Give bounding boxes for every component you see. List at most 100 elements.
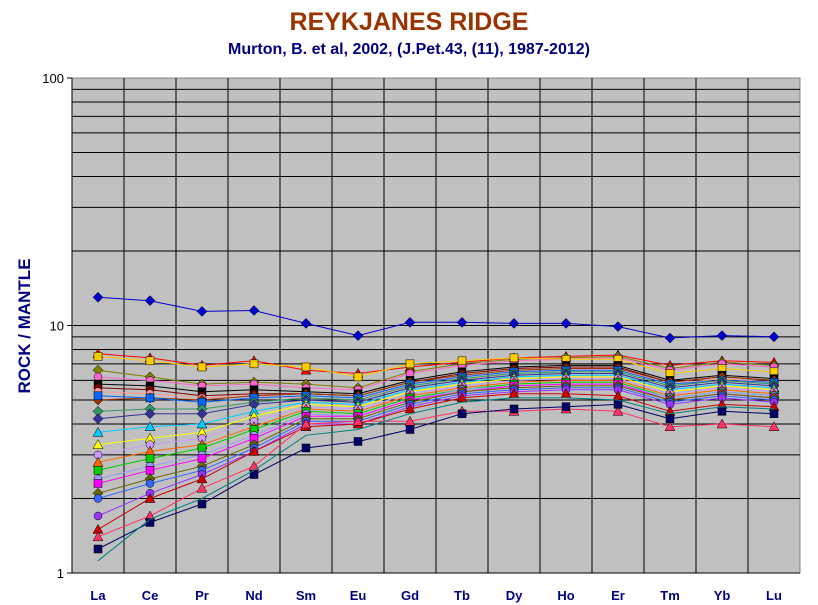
data-point: [93, 544, 103, 554]
data-point: [301, 443, 311, 453]
data-point: [457, 409, 467, 418]
series-line: [97, 373, 775, 420]
data-point: [93, 372, 103, 382]
series-line: [97, 376, 775, 446]
data-point: [353, 372, 363, 382]
y-tick-label: 100: [42, 71, 64, 86]
series-line: [97, 383, 775, 480]
x-tick-label: La: [90, 588, 106, 603]
data-point: [144, 295, 156, 307]
data-point: [145, 356, 155, 366]
data-point: [93, 494, 103, 503]
x-tick-label: Pr: [195, 588, 209, 603]
series-line: [97, 387, 775, 499]
x-tick-label: Er: [611, 588, 625, 603]
series-line: [97, 355, 775, 378]
data-point: [92, 291, 104, 303]
data-point: [665, 414, 675, 423]
data-point: [352, 415, 364, 426]
data-point: [300, 318, 312, 329]
x-tick-label: Eu: [350, 588, 367, 603]
x-tick-label: Tm: [660, 588, 680, 603]
series-line: [97, 374, 775, 433]
data-point: [352, 330, 364, 341]
series-line: [97, 378, 775, 456]
data-point: [93, 466, 103, 475]
data-point: [197, 499, 207, 509]
x-tick-label: Lu: [766, 588, 782, 603]
data-point: [248, 445, 260, 456]
series-line: [97, 408, 775, 538]
x-tick-label: Gd: [401, 588, 419, 603]
y-tick-label: 1: [57, 566, 64, 581]
data-point: [716, 418, 728, 429]
data-point: [144, 492, 156, 503]
data-point: [613, 400, 623, 409]
data-point: [92, 426, 104, 437]
series-26: [97, 397, 775, 562]
series-line: [97, 379, 775, 463]
data-point: [93, 479, 103, 488]
x-tick-label: Ce: [142, 588, 159, 603]
data-point: [145, 479, 155, 488]
series-1: [92, 291, 780, 344]
series-line: [97, 369, 775, 403]
data-point: [93, 391, 103, 401]
x-tick-label: Ho: [557, 588, 574, 603]
data-point: [612, 321, 624, 332]
data-point: [93, 352, 103, 361]
series-line: [97, 389, 775, 517]
chart-title: REYKJANES RIDGE: [289, 8, 529, 36]
data-point: [717, 407, 727, 416]
data-point: [405, 359, 415, 369]
data-point: [404, 316, 416, 328]
series-line: [97, 368, 775, 401]
series-line: [97, 385, 775, 494]
data-point: [144, 421, 156, 431]
series-layer: [92, 291, 780, 562]
data-point: [144, 408, 156, 420]
data-point: [92, 439, 104, 449]
series-line: [97, 403, 775, 550]
data-point: [145, 454, 155, 463]
data-point: [404, 403, 416, 414]
data-point: [769, 409, 779, 418]
axis-layer: 1 10 100 La Ce Pr Nd Sm Eu Gd Tb Dy Ho Er Tm Yb Lu: [42, 71, 800, 603]
series-5: [93, 352, 779, 382]
series-line: [97, 364, 775, 395]
data-point: [664, 421, 676, 431]
x-tick-label: Yb: [714, 588, 731, 603]
data-point: [509, 404, 519, 414]
data-point: [300, 418, 312, 429]
data-point: [612, 405, 624, 416]
data-point: [509, 353, 519, 363]
data-point: [145, 466, 155, 475]
x-tick-label: Dy: [506, 588, 523, 603]
series-line: [97, 371, 775, 412]
gridlines: [72, 78, 800, 573]
data-point: [197, 362, 207, 372]
data-point: [145, 393, 155, 403]
series-line: [97, 393, 775, 530]
data-point: [93, 511, 103, 521]
series-line: [97, 357, 775, 391]
data-point: [405, 425, 415, 434]
data-point: [249, 359, 259, 369]
series-line: [97, 397, 775, 562]
x-tick-label: Tb: [454, 588, 470, 603]
data-point: [456, 316, 468, 328]
data-point: [353, 437, 363, 446]
data-point: [196, 482, 208, 493]
data-point: [92, 413, 104, 425]
data-point: [560, 318, 572, 329]
series-line: [97, 355, 775, 389]
data-point: [196, 306, 208, 317]
data-point: [457, 356, 467, 366]
series-line: [97, 296, 775, 339]
x-tick-label: Sm: [296, 588, 316, 603]
data-point: [664, 332, 676, 344]
x-tick-label: Nd: [245, 588, 262, 603]
chart-subtitle: Murton, B. et al, 2002, (J.Pet.43, (11),…: [228, 41, 590, 58]
data-point: [561, 402, 571, 411]
